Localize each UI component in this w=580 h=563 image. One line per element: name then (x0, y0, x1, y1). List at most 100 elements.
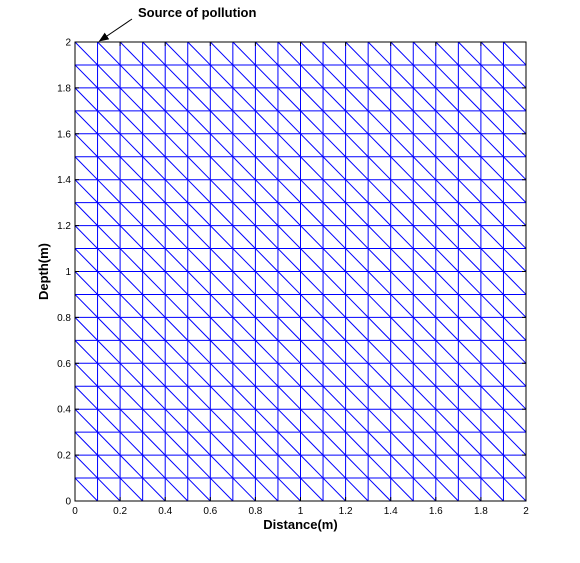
mesh-diagonal-line (187, 271, 211, 295)
mesh-diagonal-line (457, 202, 482, 226)
mesh-diagonal-line (367, 41, 392, 66)
mesh-diagonal-line (97, 41, 121, 66)
mesh-diagonal-line (187, 225, 211, 249)
mesh-diagonal-line (142, 454, 166, 479)
mesh-diagonal-line (480, 362, 504, 387)
mesh-diagonal-line (119, 156, 144, 181)
mesh-diagonal-line (503, 133, 527, 158)
mesh-diagonal-line (187, 339, 211, 364)
x-tick-label: 0.2 (113, 506, 127, 517)
mesh-diagonal-line (435, 317, 459, 341)
mesh-diagonal-line (300, 477, 324, 502)
mesh-diagonal-line (345, 156, 369, 181)
x-axis-ticks: 0 0.2 0.4 0.6 0.8 1 1.2 1.4 1.6 1.8 2 (72, 42, 529, 517)
mesh-diagonal-line (435, 225, 459, 249)
mesh-diagonal-line (300, 385, 324, 410)
mesh-diagonal-line (412, 362, 437, 387)
mesh-diagonal-line (277, 362, 301, 387)
mesh-diagonal-line (187, 87, 211, 112)
mesh-diagonal-line (345, 202, 369, 226)
mesh-diagonal-line (164, 110, 189, 135)
mesh-diagonal-line (209, 202, 234, 226)
mesh-diagonal-line (277, 41, 301, 66)
mesh-diagonal-line (345, 317, 369, 341)
mesh-diagonal-line (480, 431, 504, 456)
mesh-diagonal-line (412, 156, 437, 181)
mesh-diagonal-line (367, 408, 392, 433)
x-tick-label: 1.6 (429, 506, 443, 517)
mesh-diagonal-line (480, 225, 504, 249)
mesh-diagonal-line (300, 87, 324, 112)
mesh-diagonal-line (232, 179, 256, 204)
mesh-diagonal-line (345, 385, 369, 410)
mesh-diagonal-line (435, 408, 459, 433)
mesh-diagonal-line (187, 431, 211, 456)
mesh-diagonal-line (97, 454, 121, 479)
mesh-diagonal-line (457, 156, 482, 181)
mesh-diagonal-line (97, 477, 121, 502)
mesh-diagonal-line (97, 248, 121, 272)
mesh-diagonal-line (367, 477, 392, 502)
mesh-diagonal-line (412, 87, 437, 112)
mesh-diagonal-line (345, 248, 369, 272)
mesh-diagonal-line (367, 248, 392, 272)
mesh-diagonal-line (322, 41, 346, 66)
mesh-diagonal-line (367, 156, 392, 181)
mesh-diagonal-line (142, 248, 166, 272)
mesh-diagonal-line (74, 362, 98, 387)
mesh-diagonal-line (255, 202, 279, 226)
mesh-diagonal-line (97, 87, 121, 112)
mesh-diagonal-line (74, 408, 98, 433)
mesh-diagonal-line (277, 431, 301, 456)
mesh-diagonal-line (255, 454, 279, 479)
mesh-diagonal-line (345, 133, 369, 158)
mesh-diagonal-line (209, 317, 234, 341)
mesh-diagonal-line (142, 317, 166, 341)
mesh-diagonal-line (97, 110, 121, 135)
mesh-diagonal-line (142, 64, 166, 89)
mesh-diagonal-line (435, 133, 459, 158)
mesh-diagonal-line (457, 294, 482, 318)
mesh-diagonal-line (390, 431, 414, 456)
mesh-diagonal-line (187, 202, 211, 226)
mesh-diagonal-line (164, 156, 189, 181)
mesh-diagonal-line (457, 317, 482, 341)
mesh-diagonal-line (209, 133, 234, 158)
mesh-diagonal-line (457, 454, 482, 479)
mesh-diagonal-line (412, 225, 437, 249)
mesh-diagonal-line (255, 156, 279, 181)
mesh-diagonal-line (255, 339, 279, 364)
mesh-diagonal-line (345, 362, 369, 387)
mesh-diagonal-line (97, 133, 121, 158)
mesh-diagonal-line (232, 202, 256, 226)
mesh-diagonal-line (390, 408, 414, 433)
mesh-diagonal-line (435, 477, 459, 502)
mesh-diagonal-line (97, 385, 121, 410)
mesh-diagonal-line (345, 179, 369, 204)
mesh-diagonal-line (457, 87, 482, 112)
mesh-diagonal-line (457, 248, 482, 272)
mesh-diagonal-line (435, 431, 459, 456)
mesh-diagonal-line (164, 408, 189, 433)
mesh-diagonal-line (164, 271, 189, 295)
mesh-diagonal-line (255, 271, 279, 295)
mesh-diagonal-line (435, 202, 459, 226)
mesh-diagonal-line (232, 156, 256, 181)
mesh-diagonal-line (435, 271, 459, 295)
mesh-diagonal-line (503, 64, 527, 89)
mesh-diagonal-line (74, 133, 98, 158)
mesh-diagonal-line (480, 133, 504, 158)
mesh-diagonal-line (232, 431, 256, 456)
mesh-diagonal-line (119, 41, 144, 66)
mesh-diagonal-line (367, 202, 392, 226)
mesh-diagonal-line (367, 87, 392, 112)
mesh-diagonal-line (390, 362, 414, 387)
y-tick-label: 1.6 (57, 129, 71, 140)
mesh-diagonal-line (142, 294, 166, 318)
mesh-diagonal-line (74, 454, 98, 479)
mesh-diagonal-line (74, 64, 98, 89)
mesh-diagonal-line (345, 41, 369, 66)
mesh-diagonal-line (209, 385, 234, 410)
mesh-diagonal-line (345, 294, 369, 318)
mesh-diagonal-line (97, 225, 121, 249)
